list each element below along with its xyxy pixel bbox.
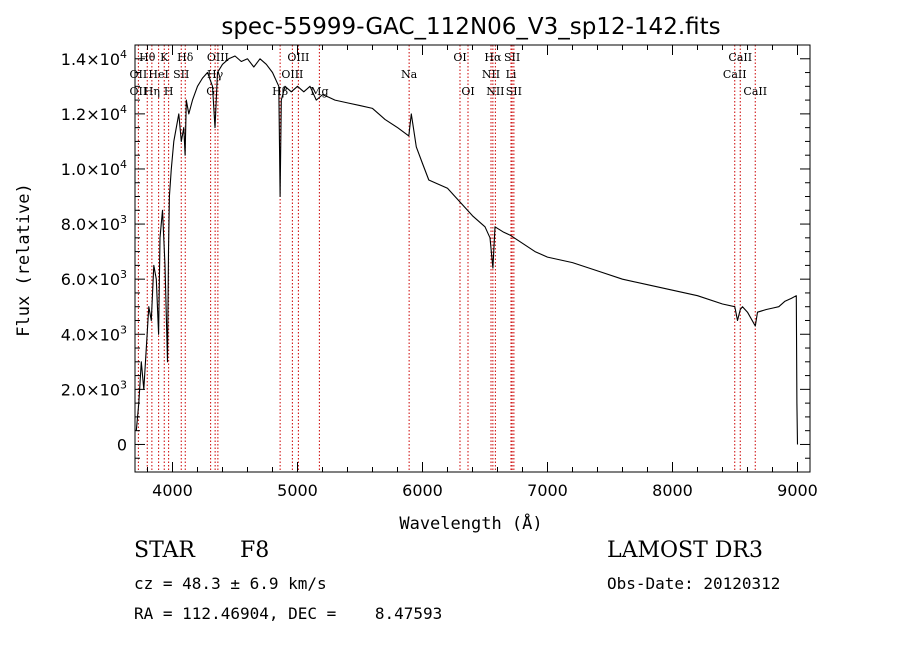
line-marker-label: Hη: [144, 85, 160, 98]
line-marker-label: HeI: [148, 68, 168, 81]
y-tick-label: 1.0×104: [61, 158, 127, 179]
line-marker-label: OIII: [287, 51, 309, 64]
line-marker-label: NII: [486, 85, 504, 98]
y-tick-label: 0: [117, 435, 127, 454]
line-marker-label: H: [164, 85, 174, 98]
line-marker-label: OIII: [207, 51, 229, 64]
line-marker-label: CaII: [723, 68, 747, 81]
line-marker-label: Na: [401, 68, 418, 81]
spectrum-line: [135, 55, 799, 445]
plot-layer: [135, 55, 799, 445]
plot-frame: [134, 44, 811, 473]
y-tick-label: 2.0×103: [61, 378, 127, 399]
obs-date: Obs-Date: 20120312: [607, 574, 781, 593]
line-marker-label: OII: [130, 85, 148, 98]
line-marker-label: SII: [506, 85, 522, 98]
x-tick-label: 4000: [152, 481, 193, 500]
object-class: STAR: [134, 538, 195, 563]
line-marker-label: G: [206, 85, 215, 98]
chart-title: spec-55999-GAC_112N06_V3_sp12-142.fits: [221, 14, 720, 40]
x-tick-label: 8000: [652, 481, 693, 500]
line-marker-label: CaII: [728, 51, 752, 64]
line-marker-label: Hγ: [207, 68, 224, 81]
line-marker-label: SII: [173, 68, 189, 81]
y-tick-label: 6.0×103: [61, 268, 127, 289]
line-marker-label: OIII: [281, 68, 303, 81]
redshift-line: cz = 48.3 ± 6.9 km/s: [134, 574, 327, 593]
y-tick-label: 1.4×104: [61, 48, 127, 69]
line-marker-label: K: [160, 51, 169, 64]
line-marker-label: Li: [506, 68, 517, 81]
axes-layer: 4000 5000 6000 7000 8000 9000 0 2.0×103 4.0×103 6…: [61, 44, 818, 500]
coordinates-line: RA = 112.46904, DEC = 8.47593: [134, 604, 443, 623]
spectral-subclass: F8: [240, 538, 270, 563]
line-marker-label: OI: [453, 51, 466, 64]
y-tick-label: 1.2×104: [61, 103, 127, 124]
x-tick-label: 6000: [402, 481, 443, 500]
line-marker-label: OI: [461, 85, 474, 98]
survey-label: LAMOST DR3: [607, 538, 763, 563]
line-marker-label: OII: [130, 68, 148, 81]
line-marker-layer: [137, 45, 756, 472]
line-marker-label: Hδ: [177, 51, 194, 64]
line-marker-label: NII: [482, 68, 500, 81]
line-marker-label: CaII: [743, 85, 767, 98]
y-tick-label: 4.0×103: [61, 323, 127, 344]
x-tick-label: 5000: [277, 481, 318, 500]
x-axis-label: Wavelength (Å): [399, 512, 542, 534]
y-axis-label: Flux (relative): [14, 183, 34, 337]
line-marker-label: Hθ: [139, 51, 156, 64]
y-tick-label: 8.0×103: [61, 213, 127, 234]
line-marker-label: Hα: [484, 51, 502, 64]
line-marker-label: SII: [504, 51, 520, 64]
x-tick-label: 7000: [527, 481, 568, 500]
x-tick-label: 9000: [777, 481, 818, 500]
